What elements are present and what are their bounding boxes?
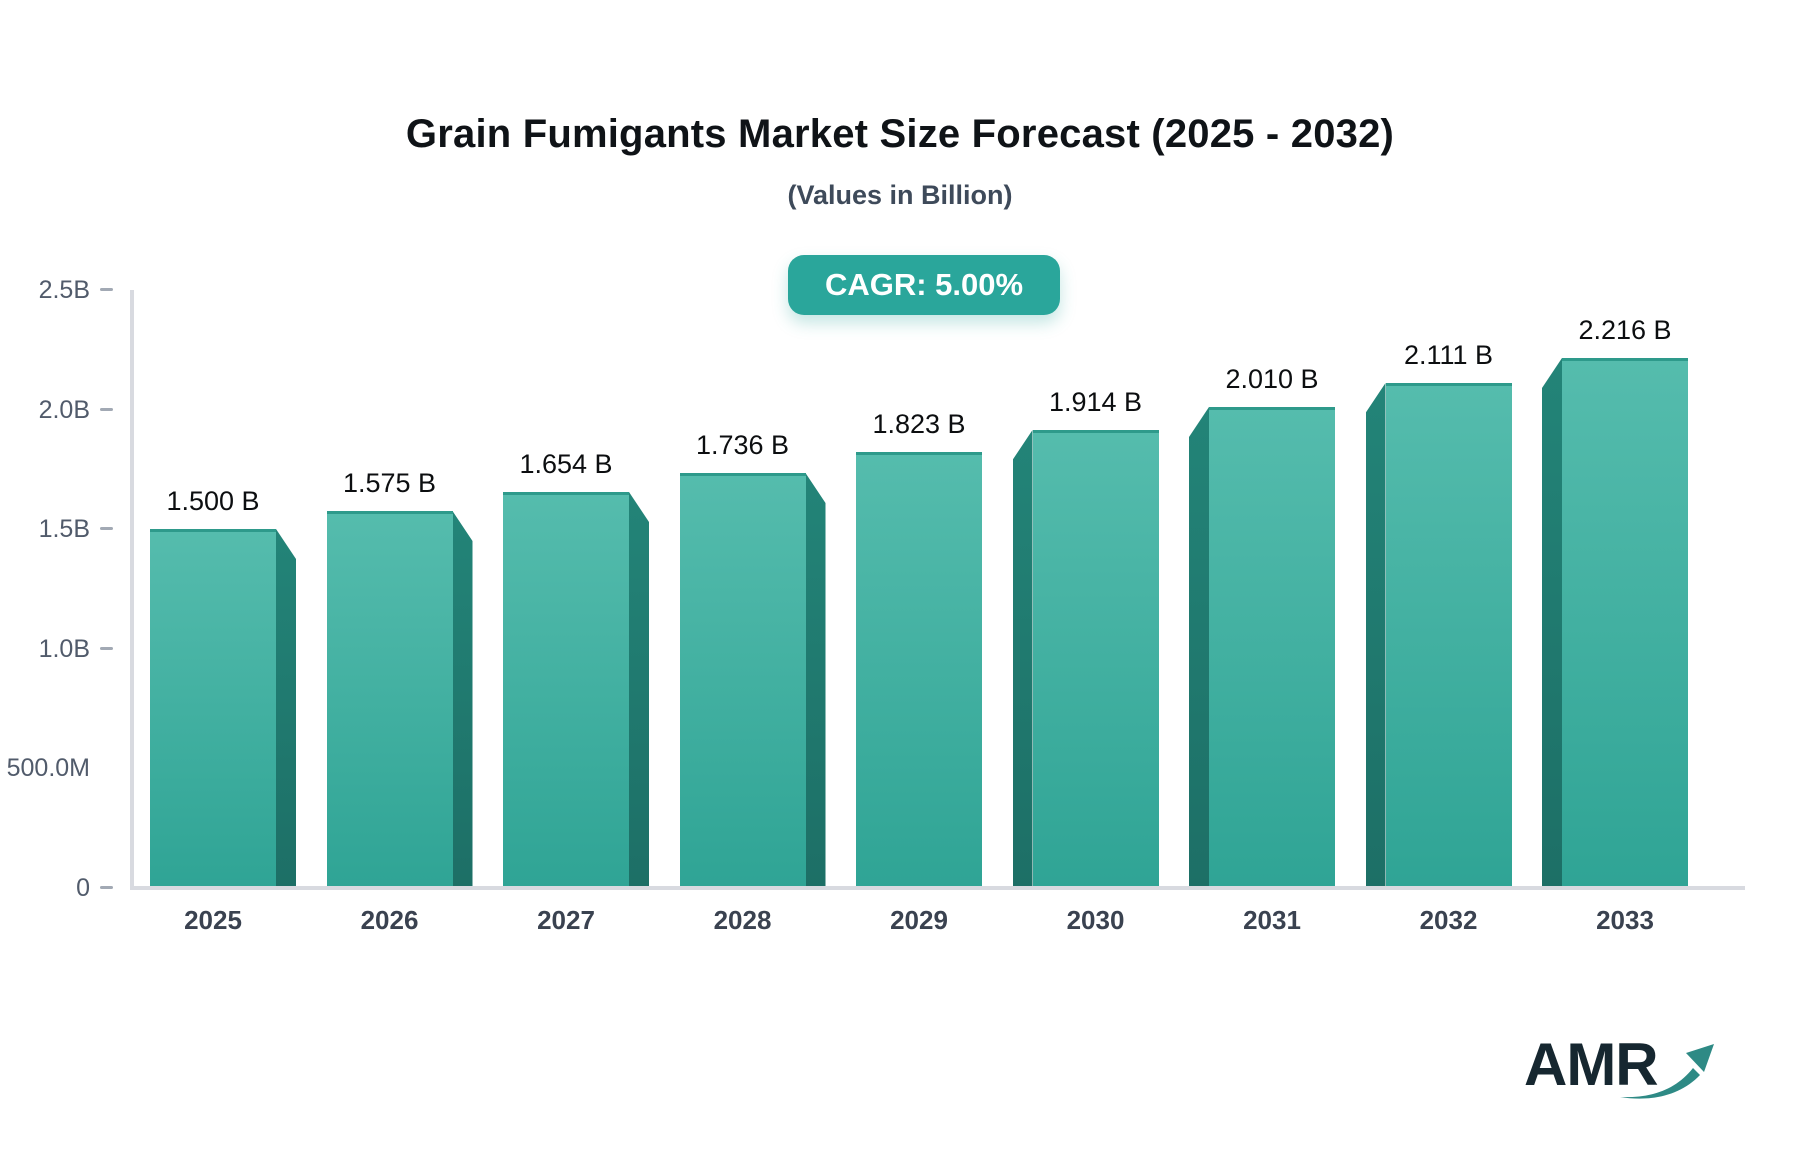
bar-2031[interactable]	[1189, 407, 1335, 888]
bar-2025[interactable]	[150, 529, 296, 888]
y-axis-tick-mark	[100, 527, 113, 531]
y-axis-tick-label: 1.0B	[38, 634, 90, 663]
bar-side-face	[629, 492, 649, 888]
y-axis-tick-label: 2.5B	[38, 276, 90, 304]
y-axis-tick-label: 500.0M	[6, 754, 90, 783]
bar-side-face	[1542, 358, 1562, 888]
x-axis-category-label: 2030	[1066, 905, 1125, 935]
x-axis-category-label: 2027	[537, 905, 595, 935]
cagr-badge: CAGR: 5.00%	[788, 255, 1060, 315]
x-axis-category-label: 2032	[1419, 905, 1478, 935]
bar-value-label: 1.575 B	[342, 468, 437, 498]
y-axis-tick-mark	[100, 288, 113, 291]
bar-2032[interactable]	[1365, 383, 1512, 888]
chart-title: Grain Fumigants Market Size Forecast (20…	[405, 112, 1395, 156]
bar-value-label: 2.216 B	[1578, 315, 1672, 345]
bar-side-face	[1012, 430, 1033, 888]
bar-side-face	[1365, 383, 1386, 888]
bar-value-label: 2.010 B	[1225, 364, 1319, 394]
bar-2028[interactable]	[679, 473, 826, 888]
y-axis-tick-mark	[100, 646, 113, 650]
bar-face[interactable]	[1209, 407, 1335, 888]
chart-subtitle: (Values in Billion)	[787, 180, 1013, 210]
bar-2027[interactable]	[503, 492, 649, 888]
growth-arrow-icon	[1620, 1044, 1714, 1099]
bar-2029[interactable]	[856, 452, 982, 888]
bar-value-label: 1.500 B	[166, 486, 260, 516]
bar-face[interactable]	[1032, 430, 1159, 888]
y-axis-tick-label: 2.0B	[38, 395, 90, 424]
bar-face[interactable]	[150, 529, 276, 888]
bar-value-label: 1.736 B	[695, 430, 790, 460]
bar-2030[interactable]	[1012, 430, 1159, 888]
bar-value-label: 2.111 B	[1403, 340, 1494, 370]
bar-face[interactable]	[326, 511, 453, 888]
bar-value-label: 1.654 B	[519, 449, 613, 479]
bar-face[interactable]	[503, 492, 629, 888]
bar-face[interactable]	[856, 452, 982, 888]
bar-side-face	[1189, 407, 1209, 888]
bar-face[interactable]	[1562, 358, 1688, 888]
y-axis-tick-label: 0	[76, 874, 90, 902]
y-axis-tick-mark	[100, 407, 113, 411]
bar-side-face	[452, 511, 473, 888]
bar-face[interactable]	[679, 473, 806, 888]
bar-side-face	[276, 529, 296, 888]
y-axis-line	[130, 290, 134, 888]
x-axis-line	[130, 886, 1745, 890]
bar-2033[interactable]	[1542, 358, 1688, 888]
x-axis-category-label: 2026	[360, 905, 419, 935]
bar-value-label: 1.823 B	[872, 409, 966, 439]
bar-2026[interactable]	[326, 511, 473, 888]
bar-face[interactable]	[1385, 383, 1512, 888]
x-axis-category-label: 2031	[1243, 905, 1301, 935]
y-axis-tick-mark	[100, 886, 113, 889]
bar-value-label: 1.914 B	[1048, 387, 1143, 417]
amr-logo: AMR	[1524, 1034, 1724, 1110]
bar-side-face	[805, 473, 826, 888]
y-axis-tick-label: 1.5B	[38, 515, 90, 544]
x-axis-category-label: 2029	[890, 905, 948, 935]
x-axis-category-label: 2033	[1596, 905, 1654, 935]
amr-logo-text: AMR	[1524, 1031, 1659, 1098]
x-axis-category-label: 2028	[713, 905, 772, 935]
x-axis-category-label: 2025	[184, 905, 242, 935]
